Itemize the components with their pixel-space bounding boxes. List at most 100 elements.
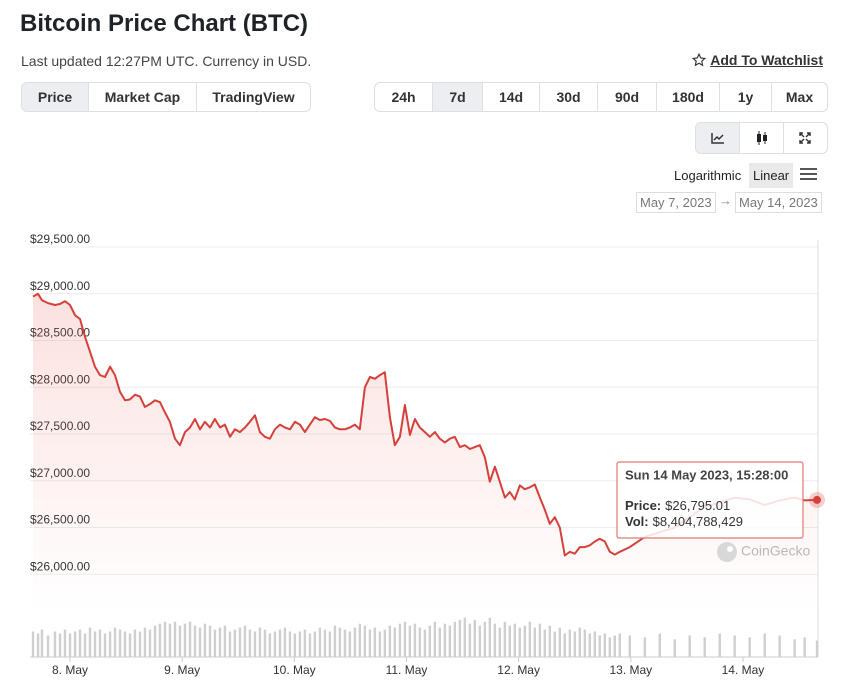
volume-bar [108,631,112,657]
volume-bar [123,631,127,657]
candle-chart-button[interactable] [740,123,784,153]
volume-bar [198,627,202,657]
subtitle: Last updated 12:27PM UTC. Currency in US… [21,53,312,69]
volume-bar [513,623,517,657]
volume-bar [433,621,437,657]
volume-bar [343,629,347,657]
price-line [32,292,818,557]
volume-bar [233,629,237,657]
volume-bar [188,621,192,657]
volume-bar [718,633,721,657]
volume-bar [348,631,352,657]
volume-bar [503,621,507,657]
volume-bar [473,619,476,657]
volume-bar [443,623,447,657]
date-arrow: → [719,193,732,208]
tab-button[interactable]: Price [22,83,89,111]
volume-bar [803,637,806,657]
volume-bar [598,635,601,657]
volume-bar [583,629,587,657]
watermark: CoinGecko [717,542,810,562]
volume-bar [218,627,222,657]
range-button[interactable]: 1y [720,83,772,111]
volume-bar [673,639,676,657]
volume-bar [603,633,606,657]
volume-bar [153,625,157,657]
volume-bar [173,621,177,657]
volume-bar [293,633,297,657]
volume-bar [573,631,577,657]
y-tick-label: $29,500.00 [30,232,90,246]
volume-bar [703,637,706,657]
volume-bar [338,627,342,657]
tooltip-volume-label: Vol: [625,514,649,529]
x-tick-label: 11. May [386,663,428,677]
volume-bar [223,625,227,657]
volume-bar [388,625,392,657]
volume-bar [283,627,287,657]
volume-bar [528,621,532,657]
line-chart-button[interactable] [696,123,741,153]
volume-bar [248,629,252,657]
volume-bar [413,623,417,657]
date-to[interactable]: May 14, 2023 [735,192,822,213]
volume-bar [303,629,307,657]
volume-bar [208,625,212,657]
x-tick-label: 14. May [722,663,765,677]
volume-bar [468,623,472,657]
volume-bar [88,627,92,657]
fullscreen-button[interactable] [784,123,827,153]
volume-bar [93,631,97,657]
menu-icon[interactable] [800,167,817,181]
linear-toggle[interactable]: Linear [749,163,794,188]
date-from[interactable]: May 7, 2023 [636,192,716,213]
volume-bar [243,625,247,657]
volume-bar [548,625,552,657]
volume-bar [553,631,556,657]
log-toggle[interactable]: Logarithmic [674,168,742,183]
range-button[interactable]: 90d [598,83,657,111]
volume-bar [815,640,819,657]
tooltip-volume: Vol: $8,404,788,429 [625,514,743,529]
volume-bar [353,627,357,657]
star-icon [692,53,707,67]
volume-bar [263,629,267,657]
range-button[interactable]: 7d [433,83,483,111]
volume-bar [383,629,387,657]
volume-bar [138,631,142,657]
volume-bar [618,633,622,657]
range-button[interactable]: 180d [657,83,720,111]
range-button[interactable]: 30d [540,83,598,111]
volume-bar [523,625,527,657]
tooltip-title: Sun 14 May 2023, 15:28:00 [625,467,788,482]
tab-button[interactable]: TradingView [212,89,295,105]
volume-bar [778,635,781,657]
range-button[interactable]: 24h [375,83,433,111]
volume-bar [478,625,482,657]
volume-bar [168,623,172,657]
volume-bar [258,627,262,657]
volume-bar [423,629,427,657]
volume-bar [328,631,332,657]
volume-bar [688,635,691,657]
hover-point [813,495,821,504]
volume-bar [148,629,152,657]
volume-bar [563,633,566,657]
volume-bar [143,627,147,657]
volume-bar [398,623,402,657]
range-button[interactable]: 14d [483,83,540,111]
watchlist-link[interactable]: Add To Watchlist [692,52,823,68]
volume-bar [298,631,302,657]
volume-bar [73,631,77,657]
volume-bar [493,623,497,657]
volume-bar [373,627,377,657]
tab-button[interactable]: Market Cap [89,83,197,111]
volume-bar [613,635,616,657]
watchlist-text: Add To Watchlist [710,52,823,68]
chart-type-group [695,122,828,154]
range-button[interactable]: Max [785,89,814,105]
volume-bar [733,635,736,657]
volume-bar [40,629,44,657]
volume-bar [428,625,432,657]
